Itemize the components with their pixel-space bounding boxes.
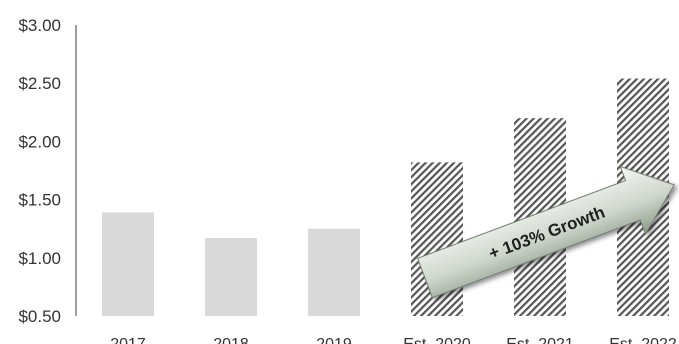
x-axis-labels: 2017 2018 2019 Est. 2020 Est. 2021 Est. 2022 bbox=[110, 336, 677, 344]
x-tick-label: Est. 2022 bbox=[609, 336, 677, 344]
actual-bar bbox=[308, 228, 360, 316]
x-tick-label: Est. 2021 bbox=[506, 336, 574, 344]
y-axis: $3.00 $2.50 $2.00 $1.50 $1.00 $0.50 bbox=[18, 16, 77, 326]
x-tick-label: Est. 2020 bbox=[403, 336, 471, 344]
x-tick-label: 2018 bbox=[213, 336, 249, 344]
y-tick-label: $1.00 bbox=[18, 249, 61, 268]
y-tick-label: $3.00 bbox=[18, 16, 61, 35]
x-tick-label: 2017 bbox=[110, 336, 146, 344]
y-tick-label: $1.50 bbox=[18, 191, 61, 210]
actual-bar bbox=[102, 212, 154, 316]
y-tick-label: $2.50 bbox=[18, 74, 61, 93]
actual-bar bbox=[205, 238, 257, 316]
y-tick-label: $2.00 bbox=[18, 132, 61, 151]
x-tick-label: 2019 bbox=[316, 336, 352, 344]
y-tick-label: $0.50 bbox=[18, 307, 61, 326]
arrow-body bbox=[417, 165, 675, 299]
